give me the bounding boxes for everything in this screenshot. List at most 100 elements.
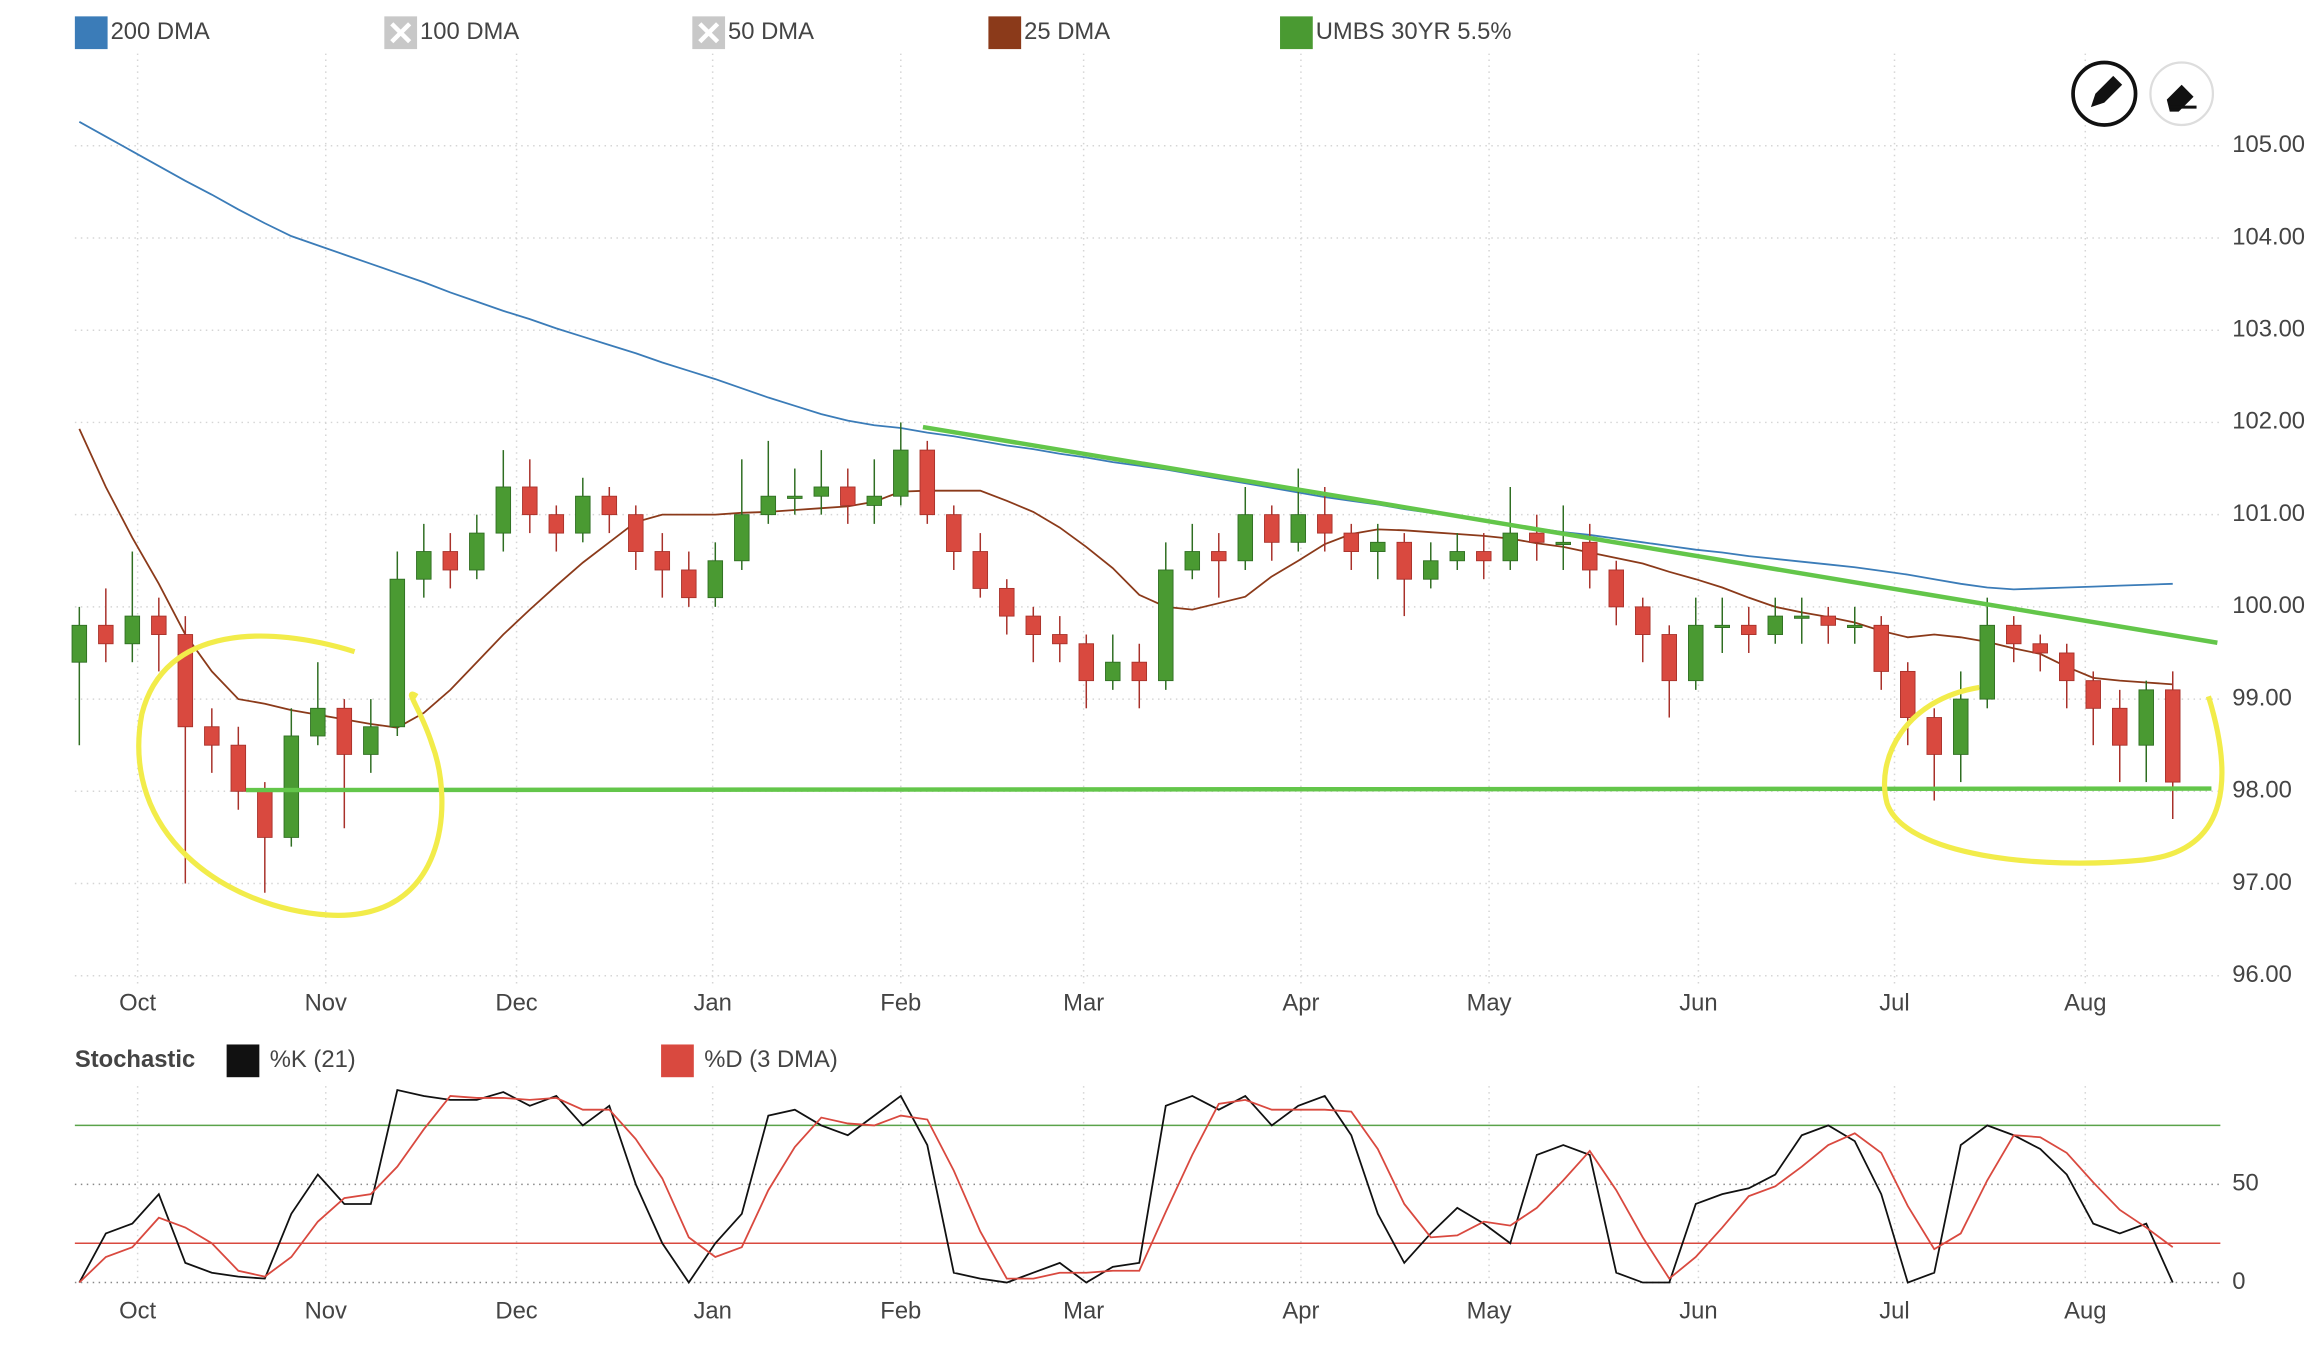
candle-body xyxy=(1847,624,1863,628)
candle-body xyxy=(71,624,88,663)
x-tick-label: Oct xyxy=(119,1298,156,1325)
candle-body xyxy=(1025,615,1042,635)
candle-body xyxy=(1370,541,1386,552)
y-tick-label: 99.00 xyxy=(2232,684,2292,711)
candle-body xyxy=(151,615,167,635)
candle-body xyxy=(1820,615,1836,626)
candle-body xyxy=(204,726,220,746)
x-tick-label: Jun xyxy=(1679,1298,1717,1325)
candle-body xyxy=(1423,560,1439,580)
candle-body xyxy=(575,495,591,534)
legend-swatch[interactable] xyxy=(74,16,108,50)
highlight-circle xyxy=(136,633,445,918)
candle-body xyxy=(1794,615,1810,619)
x-tick-label: Nov xyxy=(305,1298,347,1325)
highlight-circle xyxy=(1881,684,2225,866)
pencil-icon xyxy=(2090,75,2123,108)
y-tick-label: 103.00 xyxy=(2232,315,2305,342)
candle-body xyxy=(124,615,141,645)
candle-body xyxy=(681,569,697,599)
legend-hidden-mark xyxy=(698,22,720,44)
candle-body xyxy=(734,514,750,562)
x-tick-label: May xyxy=(1467,1298,1512,1325)
candle-body xyxy=(1608,569,1624,608)
legend-hidden-mark xyxy=(390,22,412,44)
candle-body xyxy=(336,707,353,755)
candle-body xyxy=(787,495,803,499)
x-tick-label: Mar xyxy=(1063,990,1104,1017)
y-tick-label: 96.00 xyxy=(2232,961,2292,988)
candle-body xyxy=(1158,569,1174,682)
candle-body xyxy=(548,514,565,534)
candle-body xyxy=(1529,532,1545,543)
candle-body xyxy=(1953,698,1969,755)
legend-label: %D (3 DMA) xyxy=(704,1046,838,1073)
x-tick-label: Apr xyxy=(1282,1298,1319,1325)
legend-swatch[interactable] xyxy=(226,1044,260,1078)
y-tick-label: 0 xyxy=(2232,1268,2245,1295)
candle-body xyxy=(2138,689,2154,746)
candle-body xyxy=(469,532,485,571)
y-tick-label: 105.00 xyxy=(2232,131,2305,158)
x-tick-label: Dec xyxy=(495,1298,537,1325)
candle-body xyxy=(1767,615,1783,635)
candle-body xyxy=(1714,624,1730,628)
candle-body xyxy=(760,495,777,516)
series-line xyxy=(78,121,2173,591)
candle-body xyxy=(1449,551,1466,562)
candle-body xyxy=(1078,643,1095,682)
candle-body xyxy=(442,551,459,571)
x-tick-label: Feb xyxy=(880,990,921,1017)
candle-body xyxy=(1264,514,1280,543)
series-line xyxy=(78,1089,2174,1285)
candle-body xyxy=(2165,689,2181,783)
y-tick-label: 102.00 xyxy=(2232,408,2305,435)
candle-body xyxy=(1476,551,1492,562)
candle-body xyxy=(2085,680,2101,709)
x-tick-label: Dec xyxy=(495,990,537,1017)
candle-body xyxy=(1555,541,1572,545)
candle-body xyxy=(1900,670,1916,718)
legend-swatch[interactable] xyxy=(988,16,1022,50)
candle-body xyxy=(1184,551,1201,571)
candle-body xyxy=(283,735,300,838)
candle-body xyxy=(601,495,618,516)
x-tick-label: Oct xyxy=(119,990,156,1017)
legend-swatch[interactable] xyxy=(1280,16,1313,50)
candle-body xyxy=(1979,624,1995,700)
drawing-tools xyxy=(2071,60,2215,127)
legend-label: 50 DMA xyxy=(728,18,814,45)
candle-body xyxy=(1926,717,1942,755)
x-tick-label: Aug xyxy=(2064,990,2106,1017)
candle-body xyxy=(310,707,326,737)
candle-body xyxy=(2006,624,2022,645)
legend-label: UMBS 30YR 5.5% xyxy=(1316,18,1512,45)
candle-body xyxy=(1502,532,1519,562)
candle-body xyxy=(1131,661,1148,682)
legend-swatch[interactable] xyxy=(661,1044,694,1078)
candle-body xyxy=(1396,541,1413,580)
candle-body xyxy=(866,495,883,506)
candle-body xyxy=(946,514,962,552)
y-tick-label: 101.00 xyxy=(2232,500,2305,527)
candle-body xyxy=(893,449,909,497)
candle-body xyxy=(999,587,1015,617)
candle-body xyxy=(919,449,936,516)
candle-body xyxy=(707,560,724,599)
candle-body xyxy=(98,624,114,645)
legend-label: 200 DMA xyxy=(111,18,210,45)
x-tick-label: Jan xyxy=(693,1298,731,1325)
series-line xyxy=(78,1095,2174,1284)
candle-body xyxy=(1635,606,1651,635)
candle-body xyxy=(1343,532,1360,552)
candle-body xyxy=(2112,707,2128,746)
candle-body xyxy=(1317,514,1333,534)
candle-body xyxy=(1582,541,1598,571)
candle-body xyxy=(1052,634,1068,645)
x-tick-label: Jan xyxy=(693,990,731,1017)
candle-body xyxy=(230,744,247,792)
candle-body xyxy=(1105,661,1121,682)
legend-label: 25 DMA xyxy=(1024,18,1110,45)
x-tick-label: Jul xyxy=(1879,1298,1909,1325)
